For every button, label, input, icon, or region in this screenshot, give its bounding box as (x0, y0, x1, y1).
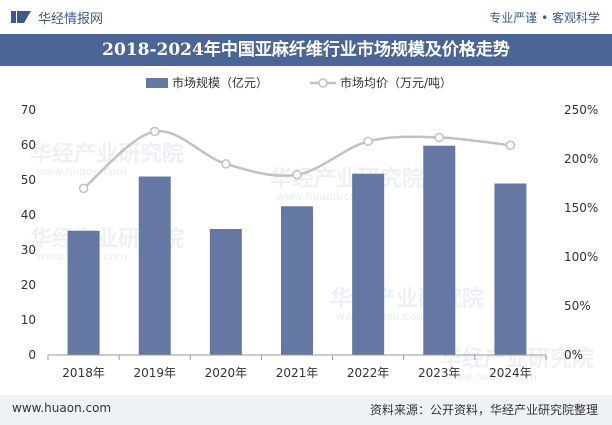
x-tick-label-2022年: 2022年 (347, 366, 390, 380)
legend-swatch-bar (146, 78, 168, 88)
watermark-text-1: 华经产业研究院 (270, 166, 424, 192)
x-tick-label-2024年: 2024年 (489, 366, 532, 380)
x-tick-label-2023年: 2023年 (418, 366, 461, 380)
y-right-tick-label: 200% (564, 152, 598, 166)
y-left-tick-label: 40 (21, 208, 36, 222)
legend-label-bar: 市场规模（亿元） (172, 75, 268, 90)
y-right-tick-label: 50% (564, 299, 591, 313)
price-point-2019年 (149, 126, 160, 137)
bar-2019年 (138, 176, 171, 355)
bar-2023年 (423, 145, 456, 355)
header: 华经情报网 专业严谨 • 客观科学 (0, 0, 612, 34)
x-tick-label-2019年: 2019年 (133, 366, 176, 380)
bar-2024年 (494, 183, 527, 355)
bar-2020年 (209, 229, 242, 355)
y-left-tick-label: 20 (21, 278, 36, 292)
price-point-2024年 (505, 140, 516, 151)
brand: 华经情报网 (10, 8, 104, 27)
legend-label-line: 市场均价（万元/吨） (340, 75, 452, 90)
bar-2018年 (67, 230, 100, 355)
footer-source: 资料来源：公开资料，华经产业研究院整理 (369, 403, 598, 417)
watermark-text-0: 华经产业研究院 (30, 141, 184, 167)
y-left-tick-label: 50 (21, 173, 36, 187)
price-point-2021年 (292, 169, 302, 180)
watermark-url-4: www.huaon.com (446, 370, 537, 383)
x-tick-label-2021年: 2021年 (276, 366, 319, 380)
price-point-2020年 (221, 159, 231, 169)
title-bar: 2018-2024年中国亚麻纤维行业市场规模及价格走势 (0, 34, 612, 66)
bar-2021年 (281, 206, 313, 355)
price-point-2018年 (78, 183, 89, 194)
y-left-tick-label: 70 (21, 103, 36, 117)
price-point-2022年 (363, 136, 373, 147)
y-right-tick-label: 0% (564, 348, 583, 362)
brand-logo-icon (11, 11, 31, 23)
watermark-url-1: www.huaon.com (276, 190, 367, 203)
chart-title: 2018-2024年中国亚麻纤维行业市场规模及价格走势 (102, 40, 510, 60)
y-left-tick-label: 60 (21, 138, 36, 152)
legend-marker-line (318, 78, 328, 88)
price-point-2023年 (434, 132, 445, 143)
footer-website: www.huaon.com (12, 401, 112, 415)
y-left-tick-label: 10 (21, 313, 36, 327)
x-tick-label-2018年: 2018年 (62, 366, 105, 380)
y-right-tick-label: 250% (564, 103, 598, 117)
x-tick-label-2020年: 2020年 (205, 366, 248, 380)
y-right-tick-label: 100% (564, 250, 598, 264)
bar-2022年 (352, 173, 385, 355)
tagline: 专业严谨 • 客观科学 (489, 11, 600, 25)
y-right-tick-label: 150% (564, 201, 598, 215)
y-left-tick-label: 30 (21, 243, 36, 257)
watermark-url-0: www.huaon.com (36, 165, 127, 178)
y-left-tick-label: 0 (28, 348, 36, 362)
brand-name: 华经情报网 (38, 11, 104, 27)
footer: www.huaon.com 资料来源：公开资料，华经产业研究院整理 (0, 395, 612, 425)
